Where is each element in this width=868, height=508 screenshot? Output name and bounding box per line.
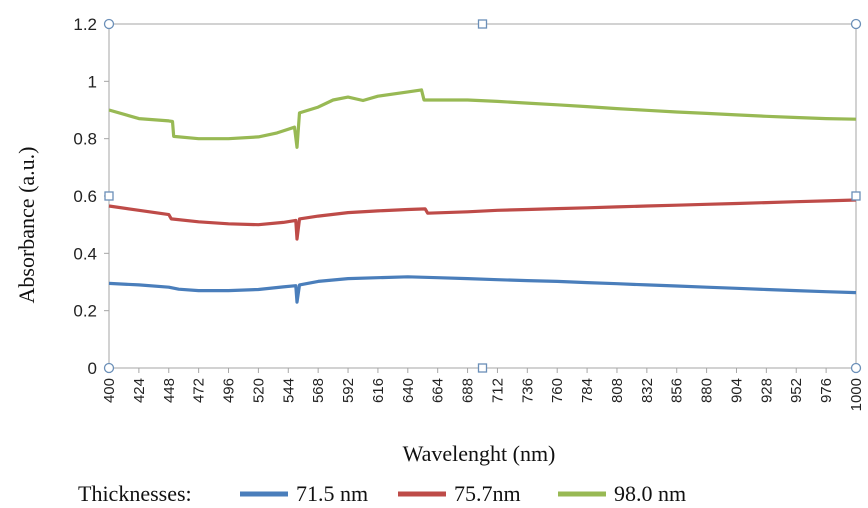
y-axis: 0 0.2 0.4 0.6 0.8 1 1.2 [73, 15, 110, 378]
edge-resize-handle[interactable] [477, 363, 488, 373]
x-tick-label: 448 [161, 378, 178, 403]
y-tick-label: 1 [88, 72, 97, 91]
x-tick-label: 544 [280, 378, 297, 403]
series-line-1 [108, 198, 857, 241]
x-tick-label: 736 [519, 378, 536, 403]
x-tick-label: 976 [818, 378, 835, 403]
y-tick-label: 0.8 [73, 130, 97, 149]
y-tick-label: 0.6 [73, 187, 97, 206]
x-tick-label: 808 [609, 378, 626, 403]
y-axis-title: Absorbance (a.u.) [14, 147, 39, 304]
x-tick-label: 712 [489, 378, 506, 403]
legend-label: Thicknesses: [78, 481, 192, 506]
legend-entry-98-0nm: 98.0 nm [614, 481, 686, 506]
series-group [108, 88, 857, 304]
x-tick-label: 832 [639, 378, 656, 403]
series-line-0 [108, 275, 857, 304]
x-tick-label: 496 [221, 378, 238, 403]
legend-entry-71-5nm: 71.5 nm [296, 481, 368, 506]
x-tick-label: 472 [191, 378, 208, 403]
legend: Thicknesses: 71.5 nm 75.7nm 98.0 nm [78, 481, 686, 506]
y-tick-label: 0.4 [73, 244, 97, 263]
x-tick-label: 592 [340, 378, 357, 403]
y-tick-label: 0 [88, 359, 97, 378]
x-tick-label: 928 [758, 378, 775, 403]
x-tick-label: 760 [549, 378, 566, 403]
x-tick-label: 784 [579, 378, 596, 403]
selection-handles[interactable] [103, 18, 862, 374]
legend-entry-75-7nm: 75.7nm [454, 481, 521, 506]
x-tick-label: 520 [250, 378, 267, 403]
series-line-2 [108, 88, 857, 149]
x-axis: 400 424 448 472 496 520 544 568 592 616 640 664 688 7… [101, 367, 865, 411]
corner-resize-handle[interactable] [103, 362, 115, 374]
y-tick-label: 0.2 [73, 302, 97, 321]
plot-frame [109, 23, 857, 368]
x-tick-label: 856 [669, 378, 686, 403]
x-tick-label: 640 [400, 378, 417, 403]
edge-resize-handle[interactable] [477, 19, 488, 29]
x-axis-title: Wavelenght (nm) [403, 441, 556, 466]
x-tick-label: 664 [430, 378, 447, 403]
x-tick-label: 1000 [848, 378, 865, 411]
corner-resize-handle[interactable] [850, 18, 862, 30]
x-tick-label: 952 [788, 378, 805, 403]
corner-resize-handle[interactable] [850, 362, 862, 374]
x-tick-label: 568 [310, 378, 327, 403]
x-tick-label: 688 [460, 378, 477, 403]
corner-resize-handle[interactable] [103, 18, 115, 30]
y-tick-label: 1.2 [73, 15, 97, 34]
x-tick-label: 424 [131, 378, 148, 403]
x-tick-label: 904 [728, 378, 745, 403]
edge-resize-handle[interactable] [851, 191, 861, 201]
x-tick-label: 400 [101, 378, 118, 403]
x-tick-label: 880 [699, 378, 716, 403]
edge-resize-handle[interactable] [104, 191, 114, 201]
x-tick-label: 616 [370, 378, 387, 403]
